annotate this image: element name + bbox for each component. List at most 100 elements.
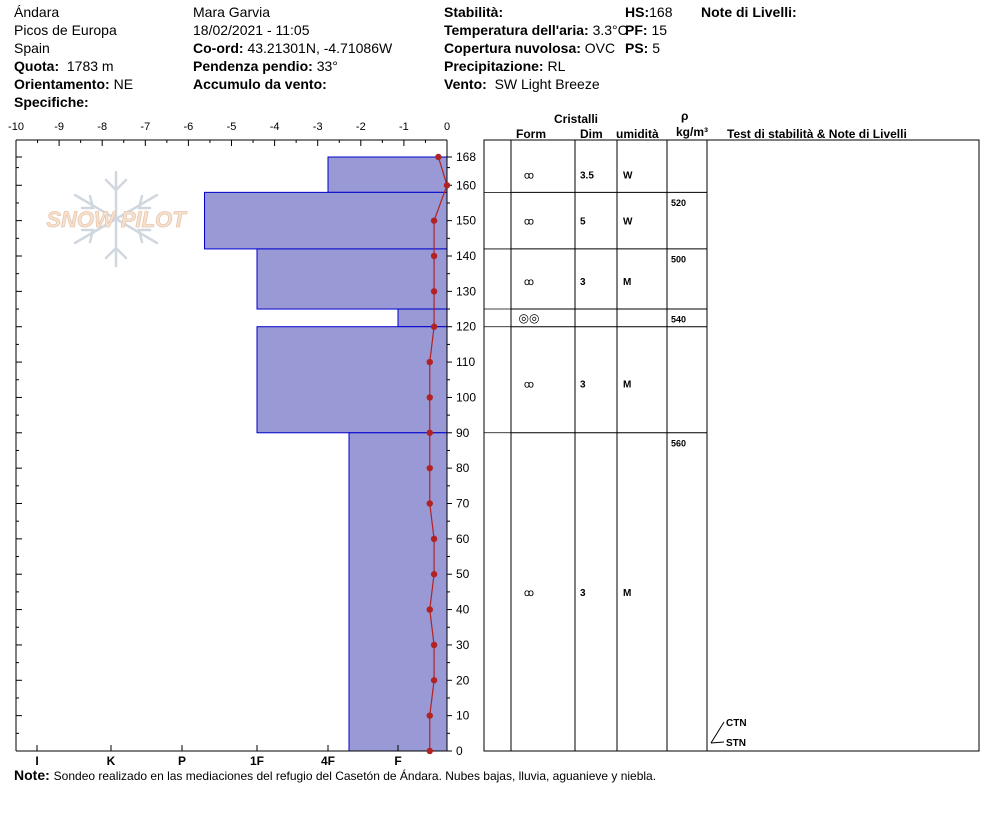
observer-name: Mara Garvia (193, 4, 271, 20)
temperature-tick-label: -9 (54, 121, 64, 133)
form-header: Form (516, 127, 546, 141)
temperature-tick-label: -5 (227, 121, 237, 133)
height-tick-label: 120 (456, 320, 476, 334)
stability-label: Stabilità: (444, 4, 504, 20)
temperature-point (426, 606, 433, 613)
quota-value: 1783 m (66, 58, 114, 74)
layer-density: 560 (671, 438, 686, 448)
quota-label: Quota: (14, 58, 60, 74)
logo-text: SNOW PILOT (46, 207, 187, 232)
cloud-label: Copertura nuvolosa: (444, 40, 581, 56)
cloud-cover: Copertura nuvolosa: OVC (444, 40, 615, 56)
temperature-tick-label: -7 (140, 121, 150, 133)
temperature-tick-label: 0 (444, 121, 450, 133)
layer-form-symbol: ꝏ (524, 217, 534, 228)
layer-density: 520 (671, 198, 686, 208)
foot-penetration: PF: 15 (625, 22, 667, 38)
layer-dim: 3 (580, 379, 586, 390)
height-tick-label: 50 (456, 567, 470, 581)
precip-value: RL (547, 58, 566, 74)
aspect-value: NE (113, 76, 134, 92)
height-tick-label: 110 (456, 355, 475, 369)
temperature-tick-label: -1 (399, 121, 409, 133)
mountain-range: Picos de Europa (14, 22, 117, 38)
slope: Pendenza pendio: 33° (193, 58, 338, 74)
layer-dim: 3.5 (580, 171, 594, 182)
observation-datetime: 18/02/2021 - 11:05 (193, 22, 310, 38)
location-name: Ándara (14, 4, 60, 20)
note-text: Sondeo realizado en las mediaciones del … (53, 769, 657, 783)
temperature-point (426, 712, 433, 719)
stability-test-label: STN (726, 738, 746, 749)
layer-form-symbol: ꝏ (524, 277, 534, 288)
wind: Vento: SW Light Breeze (444, 76, 600, 92)
temperature-point (443, 182, 451, 189)
temperature-point (426, 429, 433, 436)
height-tick-label: 70 (456, 497, 470, 511)
layer-form-symbol: ◎◎ (519, 311, 540, 325)
temperature-line (429, 156, 448, 751)
footer-note: Note: Sondeo realizado en las mediacione… (14, 767, 656, 784)
temperature-tick-label: -2 (356, 121, 366, 133)
wind-value: SW Light Breeze (494, 76, 600, 92)
layer-dim: 5 (580, 217, 586, 228)
temperature-point (430, 217, 438, 224)
ps-value: 5 (652, 40, 661, 56)
coordinates: Co-ord: 43.21301N, -4.71086W (193, 40, 392, 56)
hs-value: 168 (649, 4, 673, 20)
table-frame (483, 139, 980, 752)
rho-header: ρ (681, 109, 689, 123)
height-tick-label: 10 (456, 709, 470, 723)
snow-height: HS:168 (625, 4, 672, 20)
layer-dim: 3 (580, 277, 586, 288)
layer-form-symbol: ꝏ (524, 588, 534, 599)
temperature-tick-label: -10 (8, 121, 24, 133)
height-tick-label: 160 (456, 178, 476, 192)
hardness-tick-label: F (394, 754, 401, 768)
hardness-bar (256, 248, 448, 310)
air-temp-value: 3.3°C (592, 22, 628, 38)
temperature-point (426, 358, 433, 366)
ski-penetration: PS: 5 (625, 40, 660, 56)
hardness-bar (256, 326, 448, 434)
wind-label: Vento: (444, 76, 487, 92)
layer-humidity: M (623, 379, 631, 390)
pf-value: 15 (651, 22, 668, 38)
hardness-bar (397, 308, 448, 328)
temperature-point (430, 535, 438, 543)
quota: Quota: 1783 m (14, 58, 114, 74)
snowpilot-logo: SNOW PILOT (46, 170, 188, 268)
cloud-value: OVC (584, 40, 616, 56)
aspect: Orientamento: NE (14, 76, 133, 92)
hardness-bar (348, 432, 448, 752)
height-tick-label: 140 (456, 249, 476, 263)
height-tick-label: 90 (456, 426, 470, 440)
temperature-point (430, 323, 438, 330)
layer-humidity: W (623, 171, 633, 182)
precipitation: Precipitazione: RL (444, 58, 565, 74)
height-tick-label: 80 (456, 461, 470, 475)
layer-humidity: W (623, 217, 633, 228)
height-tick-label: 168 (456, 150, 476, 164)
hardness-bar (327, 156, 448, 193)
hardness-tick-label: 4F (321, 754, 335, 768)
hardness-bar (204, 191, 448, 250)
temperature-point (430, 571, 438, 578)
country: Spain (14, 40, 50, 56)
temperature-point (426, 747, 433, 755)
ps-label: PS: (625, 40, 649, 56)
layer-humidity: M (623, 588, 631, 599)
temperature-point (426, 500, 433, 507)
coord-value: 43.21301N, -4.71086W (247, 40, 393, 56)
hardness-tick-label: 1F (250, 754, 264, 768)
temperature-tick-label: -3 (313, 121, 323, 133)
wind-load-label: Accumulo da vento: (193, 76, 327, 92)
hardness-tick-label: I (35, 754, 38, 768)
humidity-header: umidità (616, 127, 659, 141)
coord-label: Co-ord: (193, 40, 244, 56)
layer-form-symbol: ꝏ (524, 171, 534, 182)
height-tick-label: 150 (456, 214, 476, 228)
stability-test-arrow (710, 721, 725, 744)
layer-density: 500 (671, 254, 686, 264)
